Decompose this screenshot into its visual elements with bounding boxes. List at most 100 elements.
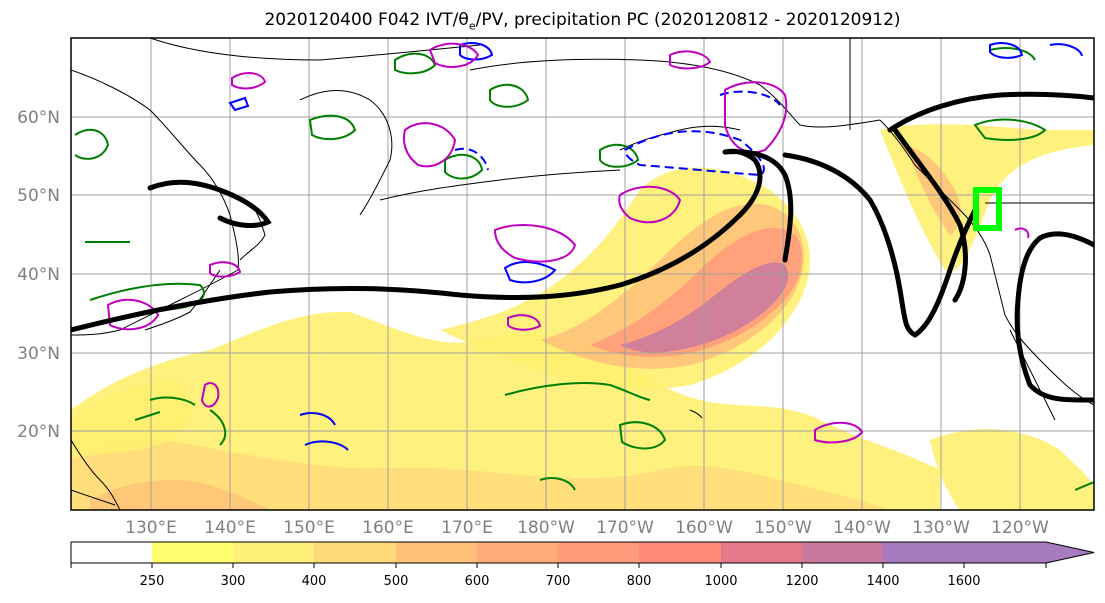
lon-label-150e: 150°E bbox=[283, 518, 335, 538]
colorbar-tick-500: 500 bbox=[384, 574, 409, 589]
colorbar-seg-5 bbox=[477, 542, 558, 563]
colorbar-seg-6 bbox=[558, 542, 639, 563]
blue-contour-7 bbox=[299, 412, 349, 451]
colorbar-tick-1400: 1400 bbox=[866, 574, 899, 589]
lon-label-160w: 160°W bbox=[675, 518, 733, 538]
lon-label-160e: 160°E bbox=[362, 518, 414, 538]
blue-contour-3 bbox=[454, 147, 489, 171]
title-forecast: F042 bbox=[378, 10, 421, 30]
blue-contour-2 bbox=[459, 42, 494, 61]
pv-contour-3 bbox=[428, 42, 480, 68]
coast-philippines bbox=[71, 439, 121, 510]
lon-label-130e: 130°E bbox=[125, 518, 177, 538]
pc-contour-japan-sea bbox=[147, 179, 272, 228]
colorbar-tick-1600: 1600 bbox=[947, 574, 980, 589]
coast-hawaii bbox=[689, 409, 703, 419]
map-gridlines bbox=[71, 38, 1094, 510]
pc-contour-east bbox=[782, 152, 978, 338]
pc-contour-main bbox=[71, 148, 794, 333]
green-contour-15 bbox=[1074, 481, 1094, 491]
pv-contours bbox=[106, 42, 1030, 444]
pc-contour-northeast bbox=[887, 91, 1094, 133]
blue-contour-8 bbox=[989, 42, 1024, 59]
target-region-box bbox=[973, 187, 1002, 231]
colorbar-seg-1 bbox=[152, 542, 233, 563]
ivt-fill-tropical-core bbox=[90, 480, 270, 510]
ivt-fill-coast-inner bbox=[905, 145, 961, 235]
latitude-labels: 60°N 50°N 40°N 30°N 20°N bbox=[17, 108, 60, 442]
colorbar-ticks bbox=[70, 563, 1047, 568]
coast-japan bbox=[144, 209, 266, 331]
colorbar-seg-3 bbox=[314, 542, 396, 563]
colorbar-tick-600: 600 bbox=[465, 574, 490, 589]
colorbar-seg-4 bbox=[396, 542, 477, 563]
lat-label-60: 60°N bbox=[17, 108, 60, 128]
colorbar-seg-2 bbox=[233, 542, 314, 563]
theta-e-negative-contours bbox=[228, 42, 1083, 451]
coast-kamchatka bbox=[299, 90, 393, 216]
pc-contour-southeast bbox=[1014, 231, 1094, 403]
pv-contour-9 bbox=[106, 298, 160, 331]
green-contour-12 bbox=[618, 421, 667, 450]
ivt-fill-east-tropical bbox=[930, 429, 1094, 510]
coast-alaska-peninsula bbox=[619, 125, 741, 151]
colorbar-seg-9 bbox=[802, 542, 883, 563]
map-content bbox=[71, 38, 1094, 510]
ivt-fill-ar-inner bbox=[590, 227, 803, 357]
pc-contours bbox=[71, 91, 1094, 403]
lon-label-140w: 140°W bbox=[833, 518, 891, 538]
green-contour-13 bbox=[539, 477, 576, 491]
coast-aleutians bbox=[379, 169, 621, 201]
colorbar-tick-250: 250 bbox=[140, 574, 165, 589]
pv-contour-2 bbox=[402, 122, 457, 168]
longitude-labels: 130°E 140°E 150°E 160°E 170°E 180°W 170°… bbox=[125, 518, 1049, 538]
coast-alaska bbox=[469, 58, 881, 128]
pv-contour-6 bbox=[724, 81, 788, 154]
colorbar-tick-800: 800 bbox=[627, 574, 652, 589]
colorbar-tick-300: 300 bbox=[221, 574, 246, 589]
colorbar: 250 300 400 500 600 700 800 1000 1200 14… bbox=[70, 541, 1095, 589]
colorbar-tick-700: 700 bbox=[546, 574, 571, 589]
colorbar-extend-arrow bbox=[964, 542, 1094, 563]
title-fields: IVT/θe/PV, precipitation PC (2020120812 … bbox=[425, 10, 901, 33]
coast-asia bbox=[71, 69, 239, 336]
green-contour-14 bbox=[973, 118, 1047, 141]
colorbar-tick-1000: 1000 bbox=[704, 574, 737, 589]
green-contour-5 bbox=[394, 52, 437, 75]
ivt-fill-tropical-band bbox=[71, 311, 940, 510]
blue-contour-9 bbox=[1049, 43, 1083, 57]
lat-label-30: 30°N bbox=[17, 344, 60, 364]
lat-label-20: 20°N bbox=[17, 422, 60, 442]
coast-indonesia bbox=[71, 489, 116, 506]
lon-label-170w: 170°W bbox=[596, 518, 654, 538]
green-contour-10 bbox=[209, 409, 227, 446]
green-contour-7 bbox=[489, 83, 530, 108]
green-contour-6 bbox=[444, 153, 484, 180]
ivt-fill-tropical-inner bbox=[71, 438, 890, 510]
ivt-fill-coast-plume bbox=[880, 124, 1094, 272]
coastlines bbox=[71, 38, 1094, 510]
pv-contour-12 bbox=[814, 421, 864, 444]
pc-contour-coast bbox=[892, 127, 968, 303]
green-contour-4 bbox=[308, 114, 357, 141]
pv-contour-7 bbox=[669, 50, 712, 70]
colorbar-tick-1200: 1200 bbox=[785, 574, 818, 589]
lon-label-140e: 140°E bbox=[204, 518, 256, 538]
blue-contour-6 bbox=[503, 261, 557, 284]
pv-contour-1 bbox=[231, 72, 267, 90]
lat-label-40: 40°N bbox=[17, 265, 60, 285]
colorbar-seg-10 bbox=[883, 542, 964, 563]
pv-contour-13 bbox=[1014, 227, 1030, 239]
lon-label-130w: 130°W bbox=[912, 518, 970, 538]
title-date: 2020120400 bbox=[264, 10, 373, 30]
blue-contour-1 bbox=[228, 96, 250, 112]
green-contour-11 bbox=[504, 382, 651, 401]
lat-label-50: 50°N bbox=[17, 186, 60, 206]
pv-contour-11 bbox=[200, 382, 220, 408]
green-contour-1 bbox=[74, 128, 110, 160]
pv-contour-5 bbox=[618, 185, 682, 224]
lon-label-120w: 120°W bbox=[991, 518, 1049, 538]
green-contour-9 bbox=[134, 396, 196, 421]
pv-contour-10 bbox=[507, 314, 542, 331]
